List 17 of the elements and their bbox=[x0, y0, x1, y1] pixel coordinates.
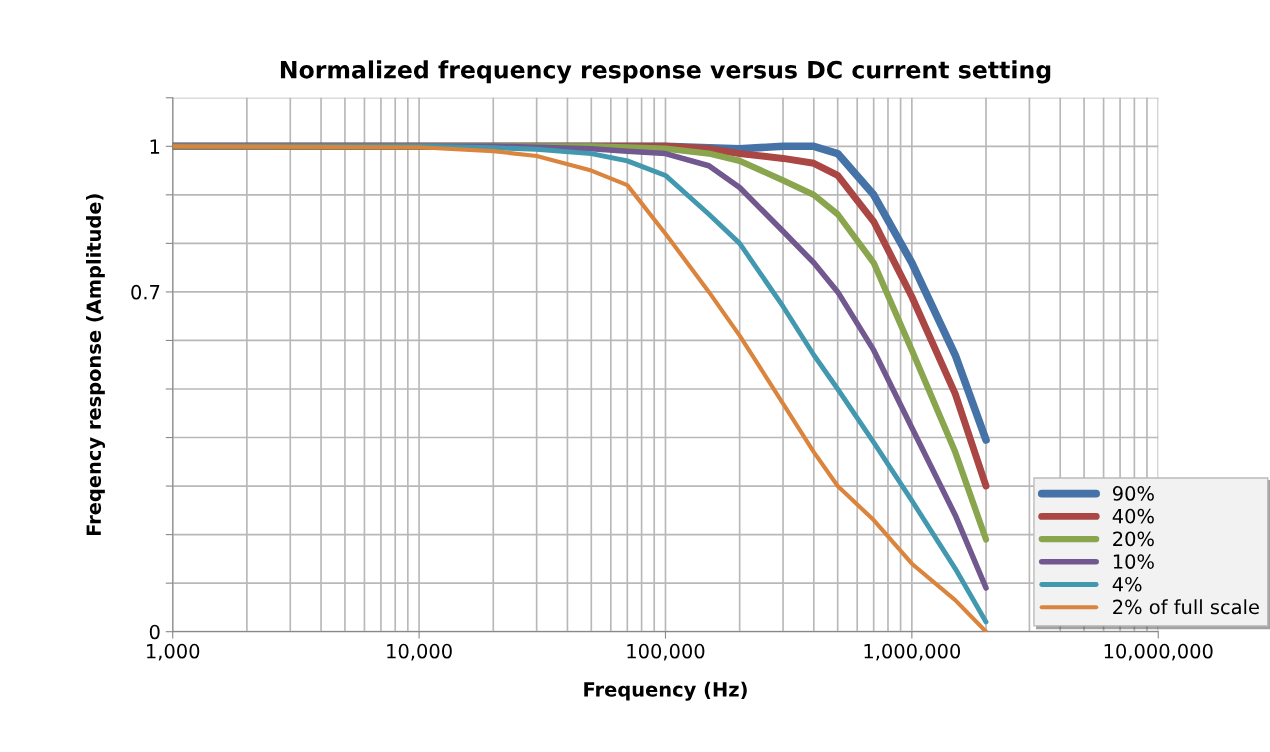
legend-label: 10% bbox=[1113, 554, 1154, 569]
legend-label: 90% bbox=[1112, 486, 1154, 501]
legend-label: 20% bbox=[1113, 531, 1154, 547]
legend-label: 40% bbox=[1112, 508, 1154, 524]
y-tick-label: 0 bbox=[149, 624, 160, 640]
x-tick-label: 1,000 bbox=[147, 643, 200, 661]
x-tick-label: 100,000 bbox=[627, 643, 705, 661]
y-tick-label: 0.7 bbox=[131, 284, 160, 300]
y-axis-title: Freqency response (Amplitude) bbox=[86, 194, 105, 536]
x-tick-label: 1,000,000 bbox=[864, 643, 961, 661]
x-tick-label: 10,000,000 bbox=[1104, 643, 1213, 661]
chart-title: Normalized frequency response versus DC current setting bbox=[280, 60, 1051, 84]
x-axis-title: Frequency (Hz) bbox=[584, 681, 747, 701]
legend-label: 2% of full scale bbox=[1113, 599, 1259, 615]
x-tick-label: 10,000 bbox=[387, 643, 452, 661]
y-tick-label: 1 bbox=[150, 139, 160, 154]
legend-label: 4% bbox=[1112, 576, 1142, 592]
